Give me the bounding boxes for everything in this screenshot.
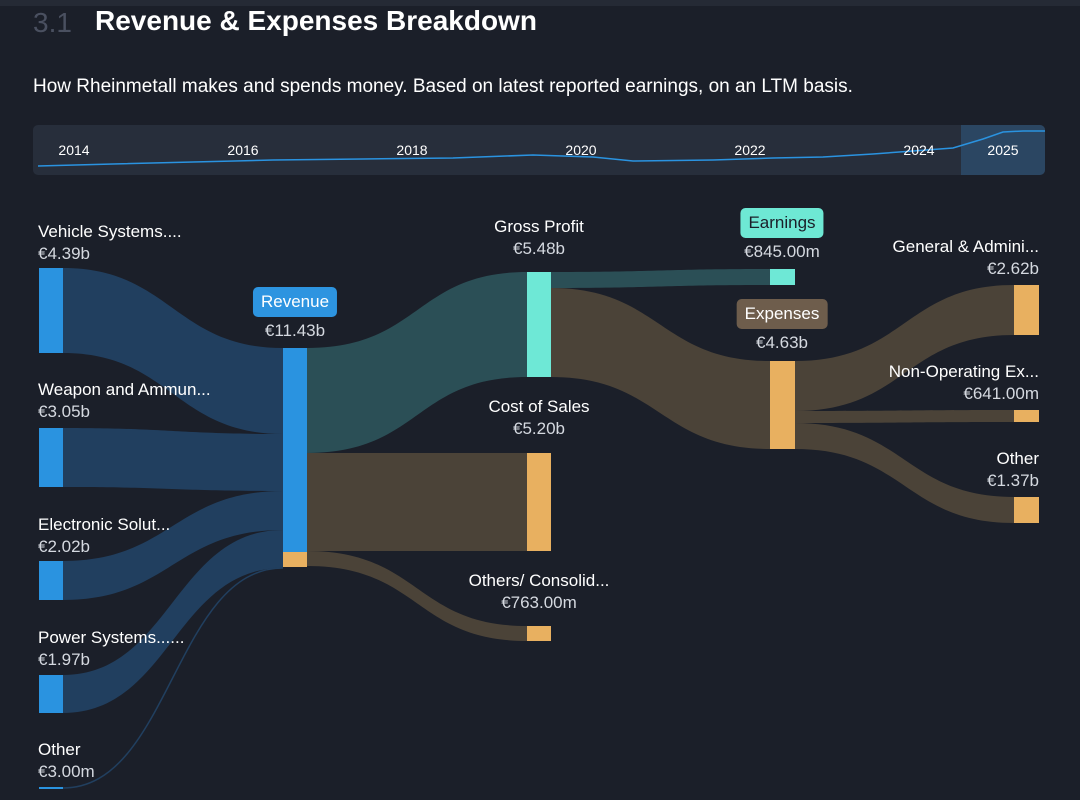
timeline-year-2020[interactable]: 2020 xyxy=(565,142,597,158)
label-other-segment: Other €3.00m xyxy=(38,739,95,783)
label-other-expenses: Other €1.37b xyxy=(987,448,1039,492)
node-electronic-solutions[interactable] xyxy=(39,561,63,600)
label-name: Gross Profit xyxy=(494,217,584,236)
year-timeline[interactable]: 2014 2016 2018 2020 2022 2024 2025 xyxy=(33,125,1045,175)
node-vehicle-systems[interactable] xyxy=(39,268,63,353)
label-gross-profit: Gross Profit €5.48b xyxy=(494,216,584,260)
timeline-year-2024[interactable]: 2024 xyxy=(903,142,935,158)
link-revenue-to-others-consolidation xyxy=(307,551,527,641)
label-name: Vehicle Systems.... xyxy=(38,222,182,241)
node-general-admin[interactable] xyxy=(1014,285,1039,335)
node-power-systems[interactable] xyxy=(39,675,63,713)
timeline-year-2025-selected[interactable]: 2025 xyxy=(987,142,1019,158)
label-cost-of-sales: Cost of Sales €5.20b xyxy=(488,396,589,440)
selected-year-highlight xyxy=(961,125,1045,175)
label-name: Power Systems...... xyxy=(38,628,185,647)
link-gross-profit-to-earnings xyxy=(551,269,770,288)
label-expenses: Expenses €4.63b xyxy=(736,299,828,354)
expenses-badge: Expenses xyxy=(736,299,828,329)
node-earnings[interactable] xyxy=(770,269,795,285)
link-vehicle-systems-to-revenue xyxy=(63,268,283,434)
label-name: Electronic Solut... xyxy=(38,515,171,534)
node-revenue[interactable] xyxy=(283,348,307,552)
link-gross-profit-to-expenses xyxy=(551,288,770,449)
page-title: Revenue & Expenses Breakdown xyxy=(95,5,537,36)
node-revenue-others-part xyxy=(283,552,307,567)
label-value: €641.00m xyxy=(963,384,1039,403)
node-others-consolidation[interactable] xyxy=(527,626,551,641)
label-value: €3.00m xyxy=(38,762,95,781)
section-number: 3.1 xyxy=(33,7,72,38)
node-non-operating[interactable] xyxy=(1014,410,1039,422)
node-gross-profit[interactable] xyxy=(527,272,551,377)
expenses-value: €4.63b xyxy=(755,333,808,352)
link-weapon-ammunition-to-revenue xyxy=(63,428,283,491)
label-power-systems: Power Systems...... €1.97b xyxy=(38,627,184,671)
top-divider xyxy=(0,0,1080,6)
label-name: Weapon and Ammun... xyxy=(38,380,211,399)
sankey-diagram xyxy=(39,268,1039,789)
link-other-segment-to-revenue xyxy=(62,567,284,789)
link-revenue-to-gross-profit xyxy=(307,272,527,453)
label-name: Other xyxy=(38,740,81,759)
node-expenses[interactable] xyxy=(770,361,795,449)
label-weapon-ammunition: Weapon and Ammun... €3.05b xyxy=(38,379,211,423)
node-weapon-ammunition[interactable] xyxy=(39,428,63,487)
label-others-consolidation: Others/ Consolid... €763.00m xyxy=(469,570,610,614)
link-expenses-to-non-operating xyxy=(795,410,1014,423)
node-other-expenses[interactable] xyxy=(1014,497,1039,523)
label-value: €5.20b xyxy=(512,419,565,438)
timeline-sparkline xyxy=(37,130,1045,167)
label-value: €1.37b xyxy=(987,471,1039,490)
label-earnings: Earnings €845.00m xyxy=(740,208,824,263)
label-name: Cost of Sales xyxy=(488,397,590,416)
timeline-year-2018[interactable]: 2018 xyxy=(396,142,428,158)
label-value: €4.39b xyxy=(38,244,90,263)
earnings-badge: Earnings xyxy=(740,208,824,238)
earnings-value: €845.00m xyxy=(744,242,820,261)
timeline-year-2016[interactable]: 2016 xyxy=(227,142,259,158)
timeline-year-2014[interactable]: 2014 xyxy=(58,142,90,158)
label-name: Others/ Consolid... xyxy=(468,571,610,590)
label-value: €2.62b xyxy=(987,259,1039,278)
label-value: €3.05b xyxy=(38,402,90,421)
page-subtitle: How Rheinmetall makes and spends money. … xyxy=(33,76,853,97)
timeline-year-2022[interactable]: 2022 xyxy=(734,142,766,158)
link-revenue-to-cost-of-sales xyxy=(307,453,527,551)
node-other-segment[interactable] xyxy=(39,787,63,789)
label-vehicle-systems: Vehicle Systems.... €4.39b xyxy=(38,221,182,265)
label-revenue: Revenue €11.43b xyxy=(252,287,338,342)
label-name: Non-Operating Ex... xyxy=(888,362,1039,381)
link-expenses-to-general-admin xyxy=(795,285,1014,411)
node-cost-of-sales[interactable] xyxy=(527,453,551,551)
link-expenses-to-other-expenses xyxy=(795,423,1014,523)
label-value: €2.02b xyxy=(38,537,90,556)
revenue-value: €11.43b xyxy=(264,321,326,340)
label-name: General & Admini... xyxy=(892,237,1039,256)
link-electronic-solutions-to-revenue xyxy=(63,491,283,600)
label-non-operating: Non-Operating Ex... €641.00m xyxy=(889,361,1039,405)
revenue-badge: Revenue xyxy=(252,287,338,317)
label-value: €763.00m xyxy=(501,593,577,612)
label-value: €1.97b xyxy=(38,650,90,669)
label-general-admin: General & Admini... €2.62b xyxy=(893,236,1039,280)
label-electronic-solutions: Electronic Solut... €2.02b xyxy=(38,514,170,558)
label-name: Other xyxy=(996,449,1039,468)
label-value: €5.48b xyxy=(513,239,565,258)
link-power-systems-to-revenue xyxy=(63,530,283,713)
